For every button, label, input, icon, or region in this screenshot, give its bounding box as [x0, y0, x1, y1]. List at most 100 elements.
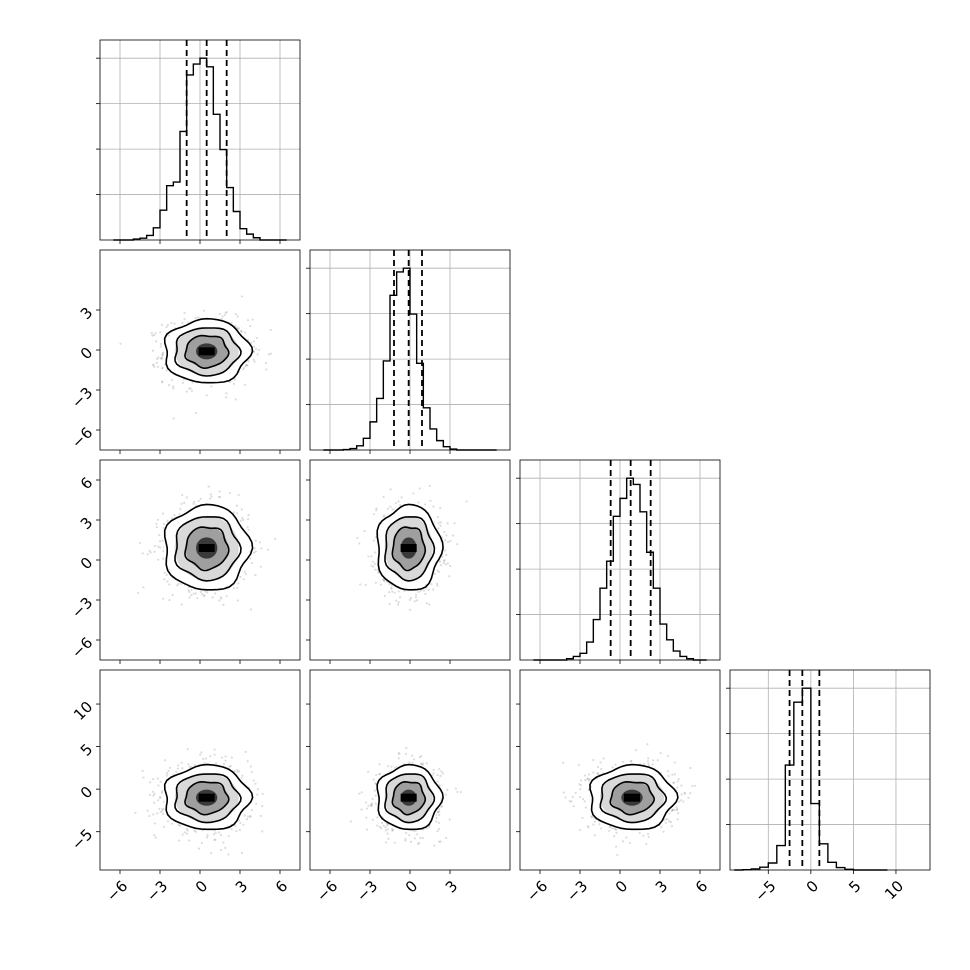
scatter-point [438, 828, 441, 831]
scatter-point [588, 778, 591, 781]
scatter-point [238, 828, 241, 832]
scatter-point [451, 534, 455, 537]
scatter-point [425, 762, 428, 765]
scatter-point [149, 551, 152, 554]
scatter-point [256, 793, 259, 796]
scatter-point [671, 808, 674, 812]
scatter-point [374, 581, 377, 584]
scatter-point [252, 358, 255, 361]
scatter-point [242, 518, 245, 522]
scatter-point [414, 595, 418, 599]
scatter-point [432, 772, 435, 775]
scatter-point [175, 770, 178, 773]
scatter-point [413, 837, 416, 840]
scatter-point [141, 769, 144, 772]
scatter-point [425, 602, 429, 605]
scatter-point [220, 848, 223, 852]
scatter-point [608, 826, 611, 829]
scatter-point [442, 559, 446, 563]
scatter-point [390, 765, 393, 768]
scatter-point [214, 592, 217, 595]
scatter-point [236, 599, 239, 602]
scatter-point [256, 788, 259, 791]
scatter-point [244, 572, 247, 576]
scatter-point [158, 796, 162, 799]
scatter-point [246, 518, 250, 521]
scatter-point [380, 827, 383, 830]
scatter-point [443, 559, 446, 562]
scatter-point [161, 381, 164, 384]
scatter-point [370, 802, 374, 805]
density-peak [198, 544, 215, 552]
scatter-point [181, 493, 184, 497]
scatter-point [247, 360, 250, 363]
scatter-point [193, 764, 197, 767]
scatter-point [358, 542, 361, 545]
contour-line [376, 503, 444, 591]
scatter-point [197, 316, 200, 319]
contour-line [174, 516, 242, 582]
scatter-point [437, 527, 440, 530]
scatter-point [246, 815, 250, 818]
scatter-point [370, 804, 373, 807]
scatter-point [386, 832, 389, 835]
scatter-point [365, 816, 368, 819]
scatter-point [214, 762, 218, 765]
scatter-point [675, 808, 678, 812]
scatter-point [388, 602, 391, 605]
scatter-point [194, 316, 197, 319]
scatter-point [269, 352, 272, 355]
scatter-point [435, 820, 438, 823]
scatter-point [391, 508, 394, 511]
scatter-point [173, 322, 176, 325]
scatter-point [230, 321, 233, 324]
scatter-point [252, 779, 255, 782]
scatter-point [181, 767, 184, 770]
scatter-point [459, 790, 463, 794]
scatter-point [221, 315, 224, 318]
scatter-point [218, 313, 221, 316]
scatter-point [621, 840, 625, 843]
contour-line [163, 317, 254, 384]
scatter-point [413, 600, 416, 603]
scatter-point [417, 590, 420, 594]
scatter-point [237, 819, 240, 822]
scatter-point [186, 748, 189, 751]
scatter-point [205, 394, 208, 397]
scatter-point [394, 501, 397, 505]
scatter-point [365, 828, 369, 831]
scatter-point [155, 361, 158, 364]
scatter-point [200, 841, 203, 845]
scatter-point [237, 770, 241, 773]
scatter-point [182, 378, 185, 381]
scatter-point [652, 759, 655, 762]
scatter-point [254, 347, 258, 350]
scatter-point [163, 759, 167, 762]
scatter-point [232, 382, 236, 385]
scatter-point [200, 593, 204, 596]
scatter-point [370, 555, 373, 558]
contour-line [174, 773, 242, 824]
scatter-point [181, 833, 184, 836]
scatter-point [613, 835, 616, 838]
scatter-point [269, 328, 272, 332]
contour-line [163, 503, 254, 591]
scatter-point [456, 790, 459, 793]
scatter-point [409, 596, 413, 600]
scatter-point [428, 484, 431, 487]
scatter-point [454, 787, 458, 790]
panel-frame [729, 669, 931, 871]
scatter-point [170, 517, 174, 520]
scatter-point [170, 321, 173, 325]
scatter-point [261, 805, 264, 808]
scatter-point [449, 539, 452, 543]
scatter-point [429, 499, 432, 503]
scatter-point [245, 363, 248, 367]
scatter-point [217, 495, 221, 499]
scatter-point [456, 543, 459, 546]
scatter-point [432, 588, 435, 591]
scatter-point [418, 487, 421, 490]
scatter-point [438, 840, 441, 843]
scatter-point [251, 561, 254, 565]
scatter-point [258, 541, 262, 544]
